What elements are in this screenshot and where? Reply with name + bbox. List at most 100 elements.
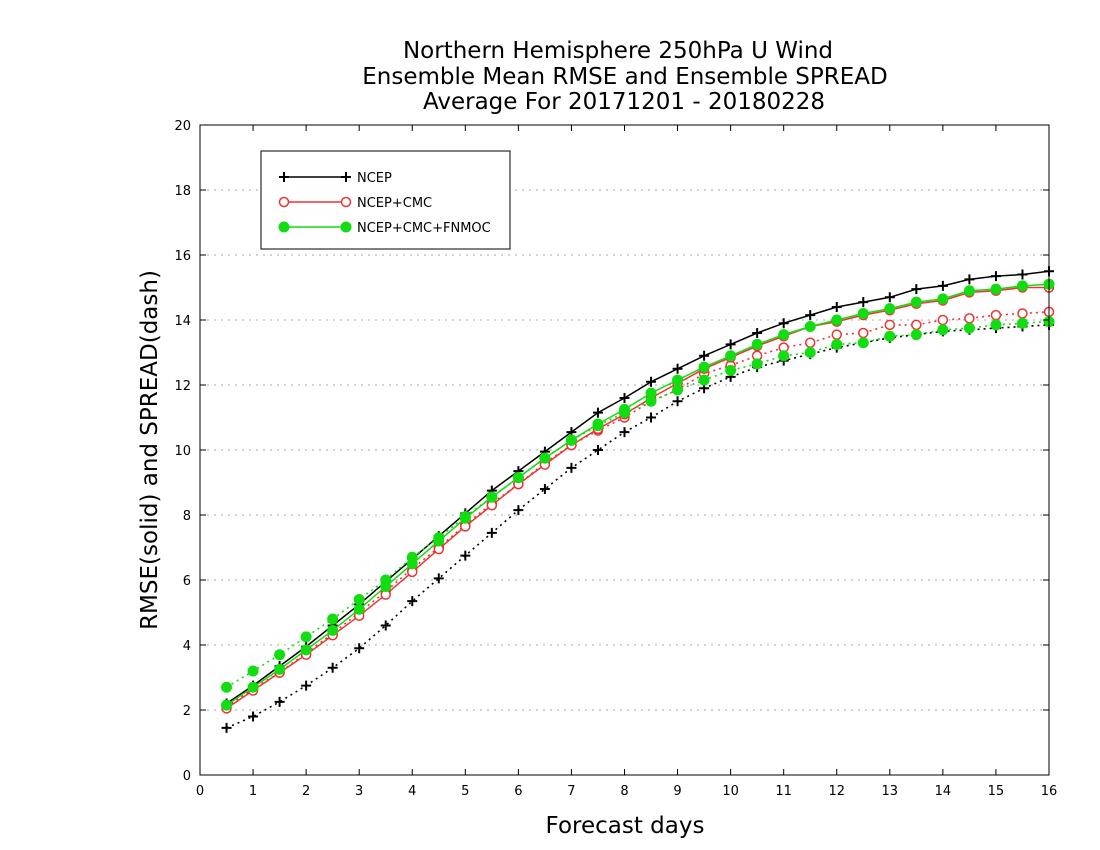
point-ncep-rmse bbox=[672, 363, 683, 374]
point-ncep-cmc-fnmoc-rmse bbox=[274, 663, 286, 675]
y-tick-label-8: 8 bbox=[183, 509, 191, 524]
title-line-2: Ensemble Mean RMSE and Ensemble SPREAD bbox=[362, 64, 887, 90]
point-ncep-rmse bbox=[619, 393, 630, 403]
point-ncep-spread bbox=[221, 722, 232, 733]
point-ncep-rmse bbox=[778, 318, 789, 329]
legend-marker-ncep-cmc bbox=[340, 196, 352, 208]
point-ncep-cmc-spread bbox=[911, 319, 922, 331]
series-ncep-cmc-rmse bbox=[221, 282, 1055, 714]
point-ncep-spread bbox=[433, 573, 444, 584]
point-ncep-cmc-fnmoc-rmse bbox=[512, 472, 524, 484]
point-ncep-cmc-fnmoc-spread bbox=[884, 330, 896, 342]
legend-marker-ncep bbox=[341, 172, 351, 182]
point-ncep-cmc-fnmoc-spread bbox=[353, 594, 365, 605]
legend-label-ncep-cmc-fnmoc: NCEP+CMC+FNMOC bbox=[357, 221, 491, 236]
x-tick-label-4: 4 bbox=[408, 784, 416, 799]
title-line-3: Average For 20171201 - 20180228 bbox=[423, 89, 825, 115]
y-tick-label-12: 12 bbox=[174, 379, 191, 394]
point-ncep-cmc-fnmoc-rmse bbox=[645, 387, 657, 399]
point-ncep-cmc-fnmoc-rmse bbox=[963, 285, 975, 297]
point-ncep-rmse bbox=[884, 292, 895, 303]
chart-title: Northern Hemisphere 250hPa U Wind Ensemb… bbox=[362, 38, 887, 115]
point-ncep-cmc-fnmoc-rmse bbox=[725, 350, 737, 362]
point-ncep-rmse bbox=[964, 274, 975, 285]
x-tick-label-6: 6 bbox=[514, 784, 522, 799]
x-tick-label-9: 9 bbox=[673, 784, 681, 799]
x-tick-label-3: 3 bbox=[355, 784, 363, 799]
legend-marker-ncep bbox=[279, 172, 289, 182]
point-ncep-spread bbox=[301, 680, 312, 691]
point-ncep-rmse bbox=[699, 350, 710, 361]
line-ncep-cmc-fnmoc-rmse bbox=[226, 283, 1050, 706]
point-ncep-cmc-spread bbox=[1017, 308, 1028, 319]
point-ncep-cmc-fnmoc-rmse bbox=[459, 512, 471, 524]
axis-ticks: 0 1 2 3 4 5 6 7 8 9 10 11 12 13 14 15 160246810121416182… bbox=[174, 119, 1057, 799]
point-ncep-cmc-fnmoc-spread bbox=[751, 358, 763, 370]
series bbox=[221, 266, 1055, 733]
y-tick-label-16: 16 bbox=[174, 249, 191, 264]
line-ncep-spread bbox=[226, 324, 1050, 729]
point-ncep-cmc-fnmoc-rmse bbox=[857, 308, 869, 319]
point-ncep-cmc-fnmoc-rmse bbox=[619, 403, 630, 415]
point-ncep-rmse bbox=[911, 284, 922, 295]
x-tick-label-8: 8 bbox=[620, 784, 628, 799]
point-ncep-rmse bbox=[725, 339, 736, 350]
point-ncep-cmc-fnmoc-rmse bbox=[804, 321, 816, 332]
point-ncep-cmc-spread bbox=[990, 309, 1002, 321]
y-tick-label-18: 18 bbox=[174, 184, 191, 199]
point-ncep-cmc-spread bbox=[858, 327, 869, 339]
point-ncep-rmse bbox=[1017, 269, 1028, 280]
x-tick-label-12: 12 bbox=[828, 784, 845, 799]
point-ncep-cmc-fnmoc-spread bbox=[221, 681, 233, 693]
point-ncep-cmc-fnmoc-spread bbox=[857, 337, 869, 349]
point-ncep-cmc-fnmoc-spread bbox=[1016, 317, 1028, 329]
series-ncep-rmse bbox=[221, 266, 1054, 709]
point-ncep-cmc-fnmoc-rmse bbox=[698, 361, 710, 373]
y-axis-label: RMSE(solid) and SPREAD(dash) bbox=[137, 270, 163, 630]
x-tick-label-10: 10 bbox=[722, 784, 739, 799]
legend-box bbox=[260, 150, 511, 250]
line-ncep-cmc-spread bbox=[226, 311, 1050, 708]
point-ncep-cmc-fnmoc-spread bbox=[672, 384, 684, 396]
point-ncep-cmc-fnmoc-rmse bbox=[672, 374, 684, 386]
legend-marker-ncep-cmc bbox=[278, 196, 290, 208]
legend-label-ncep: NCEP bbox=[357, 171, 392, 186]
x-tick-label-13: 13 bbox=[882, 784, 899, 799]
point-ncep-cmc-fnmoc-rmse bbox=[990, 283, 1002, 295]
point-ncep-spread bbox=[354, 643, 365, 654]
point-ncep-rmse bbox=[752, 328, 763, 338]
point-ncep-cmc-fnmoc-rmse bbox=[937, 293, 949, 305]
point-ncep-cmc-fnmoc-spread bbox=[725, 364, 737, 376]
point-ncep-cmc-fnmoc-spread bbox=[698, 374, 710, 386]
point-ncep-cmc-fnmoc-rmse bbox=[539, 452, 551, 464]
point-ncep-cmc-fnmoc-rmse bbox=[353, 603, 365, 615]
x-tick-label-2: 2 bbox=[302, 784, 310, 799]
series-ncep-spread bbox=[221, 319, 1054, 733]
legend-marker-ncep-cmc-fnmoc bbox=[278, 221, 290, 233]
point-ncep-cmc-spread bbox=[804, 337, 816, 348]
point-ncep-spread bbox=[407, 596, 418, 607]
point-ncep-cmc-spread bbox=[884, 319, 896, 331]
x-tick-label-0: 0 bbox=[196, 784, 204, 799]
point-ncep-rmse bbox=[646, 376, 657, 387]
point-ncep-cmc-fnmoc-spread bbox=[247, 665, 259, 677]
point-ncep-cmc-spread bbox=[964, 313, 975, 324]
point-ncep-cmc-fnmoc-rmse bbox=[486, 491, 498, 503]
point-ncep-rmse bbox=[990, 271, 1001, 282]
point-ncep-cmc-fnmoc-rmse bbox=[910, 296, 922, 308]
x-tick-label-16: 16 bbox=[1041, 784, 1058, 799]
point-ncep-cmc-fnmoc-rmse bbox=[1016, 280, 1028, 292]
point-ncep-cmc-fnmoc-rmse bbox=[221, 699, 233, 711]
point-ncep-rmse bbox=[858, 297, 869, 308]
point-ncep-cmc-fnmoc-spread bbox=[990, 319, 1002, 331]
y-tick-label-10: 10 bbox=[174, 444, 191, 459]
x-tick-label-14: 14 bbox=[935, 784, 952, 799]
point-ncep-cmc-fnmoc-spread bbox=[910, 329, 922, 341]
point-ncep-cmc-fnmoc-rmse bbox=[565, 434, 577, 446]
line-ncep-rmse bbox=[226, 270, 1050, 705]
legend: NCEP NCEP+CMC NCEP+CMC+FNMOC bbox=[260, 150, 511, 250]
point-ncep-spread bbox=[380, 620, 391, 631]
point-ncep-cmc-fnmoc-rmse bbox=[406, 558, 418, 570]
point-ncep-cmc-fnmoc-spread bbox=[327, 613, 339, 625]
point-ncep-cmc-fnmoc-rmse bbox=[433, 535, 445, 547]
